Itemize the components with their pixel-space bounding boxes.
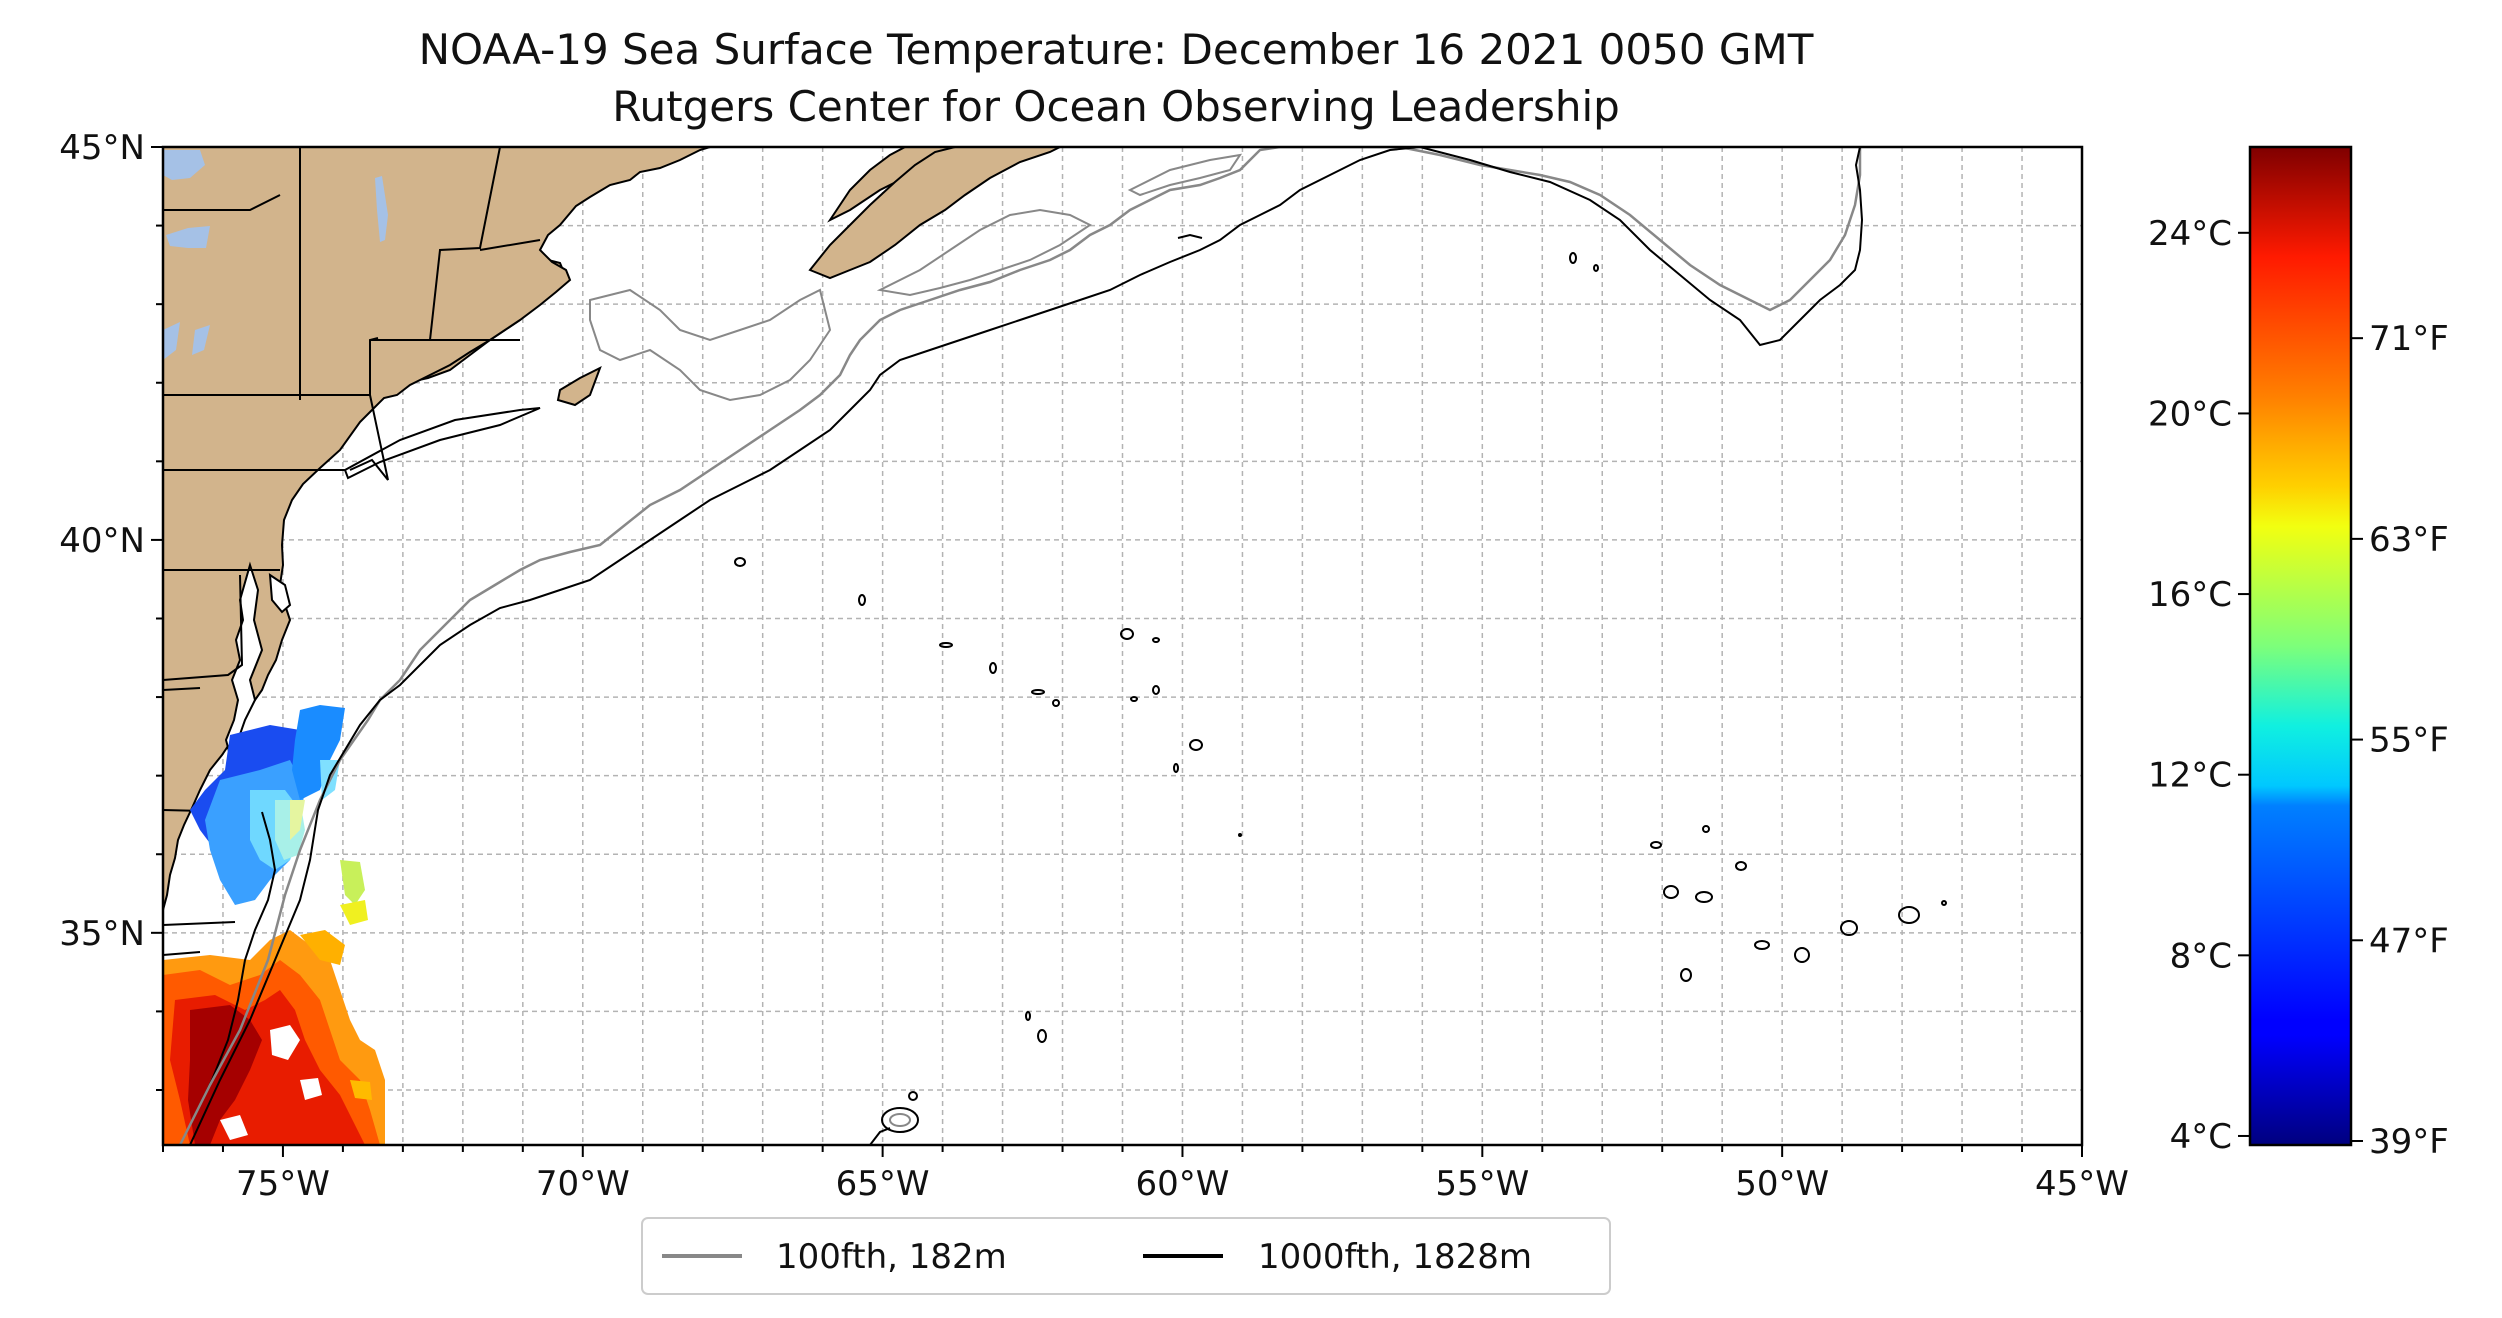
colorbar-celsius-label: 4°C	[2170, 1117, 2232, 1157]
temperature-colorbar: 4°C 8°C 12°C 16°C 20°C 24°C 39°F 47°F 55°F 63°F 7…	[2148, 145, 2449, 1162]
delaware-bay	[268, 573, 292, 614]
sst-data	[163, 705, 385, 1145]
contour-100fth-scotian-banks	[876, 208, 1092, 297]
lat-tick-label: 45°N	[59, 128, 145, 168]
lon-tick-label: 45°W	[2035, 1164, 2129, 1204]
lat-tick-label: 35°N	[59, 914, 145, 954]
contour-legend: 100fth, 182m 1000fth, 1828m	[641, 1217, 1611, 1295]
colorbar-celsius-label: 12°C	[2148, 756, 2232, 796]
lon-tick-label: 55°W	[1435, 1164, 1529, 1204]
nova-scotia	[808, 147, 1061, 280]
lon-tick-label: 60°W	[1136, 1164, 1230, 1204]
colorbar-fahrenheit-label: 71°F	[2369, 319, 2449, 359]
lon-tick-label: 65°W	[836, 1164, 930, 1204]
seamounts	[734, 233, 1947, 1145]
colorbar-fahrenheit-label: 47°F	[2369, 921, 2449, 961]
chesapeake-bay	[224, 561, 264, 758]
colorbar-celsius-label: 8°C	[2170, 936, 2232, 976]
colorbar-fahrenheit-label: 63°F	[2369, 520, 2449, 560]
lakes	[163, 150, 388, 360]
longitude-axis: 75°W 70°W 65°W 60°W 55°W 50°W 45°W	[162, 1145, 2129, 1204]
colorbar-celsius-ticks: 4°C 8°C 12°C 16°C 20°C 24°C	[2148, 214, 2250, 1157]
latitude-axis: 45°N 40°N 35°N	[59, 128, 163, 1091]
state-borders	[163, 147, 541, 1001]
lon-tick-label: 75°W	[236, 1164, 330, 1204]
colorbar-gradient	[2248, 145, 2353, 1147]
lon-tick-label: 50°W	[1735, 1164, 1829, 1204]
colorbar-fahrenheit-label: 55°F	[2369, 721, 2449, 761]
legend-label-100fth: 100fth, 182m	[776, 1237, 1007, 1277]
map-title: NOAA-19 Sea Surface Temperature: Decembe…	[419, 25, 1814, 74]
contour-1000fth	[189, 147, 1864, 1145]
colorbar-fahrenheit-ticks: 39°F 47°F 55°F 63°F 71°F	[2351, 319, 2449, 1162]
colorbar-celsius-label: 24°C	[2148, 214, 2232, 254]
legend-label-1000fth: 1000fth, 1828m	[1258, 1237, 1532, 1277]
colorbar-fahrenheit-label: 39°F	[2369, 1122, 2449, 1162]
cape-cod	[556, 365, 602, 407]
contour-100fth-gulf-of-maine	[589, 288, 832, 402]
legend-box	[641, 1217, 1611, 1295]
contour-100fth-sable	[1127, 153, 1243, 197]
map-panel[interactable]: 75°W 70°W 65°W 60°W 55°W 50°W 45°W 45°N 40°N 35°…	[59, 128, 2129, 1204]
colorbar-celsius-label: 16°C	[2148, 575, 2232, 615]
lon-tick-label: 70°W	[536, 1164, 630, 1204]
contour-100fth	[178, 147, 1862, 1145]
map-subtitle: Rutgers Center for Ocean Observing Leade…	[612, 82, 1620, 131]
colorbar-celsius-label: 20°C	[2148, 394, 2232, 434]
lat-tick-label: 40°N	[59, 521, 145, 561]
long-island-sound	[343, 407, 541, 480]
